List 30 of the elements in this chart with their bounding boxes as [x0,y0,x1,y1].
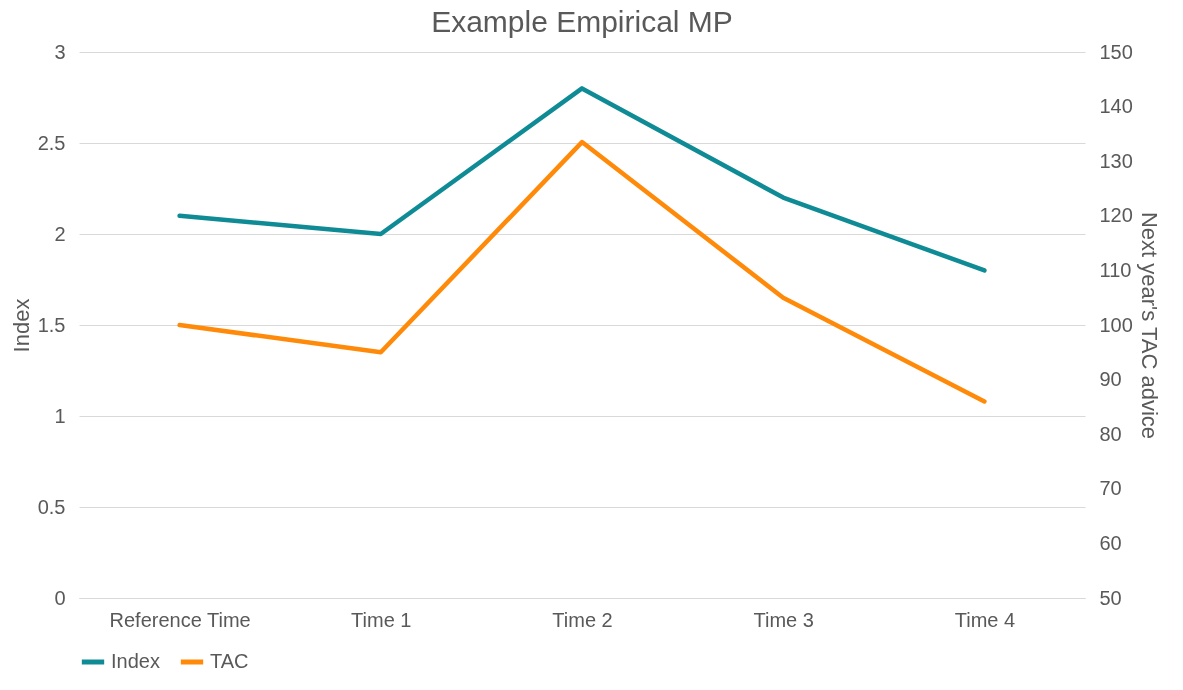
y2-tick-label: 130 [1099,149,1133,172]
y2-tick-label: 100 [1099,313,1133,336]
line-series [177,139,987,404]
y2-axis-title: Next year's TAC advice [1136,211,1162,440]
legend-label: Index [111,650,160,672]
y2-tick-label: 110 [1099,258,1132,281]
x-tick-label: Time 4 [954,608,1016,631]
y2-tick-label: 60 [1099,531,1122,554]
y2-tick-label: 70 [1099,477,1122,500]
y2-tick-label: 80 [1099,422,1122,445]
y-tick-label: 1.5 [37,313,66,336]
y-axis-title: Index [8,298,34,353]
y-tick-label: 0.5 [37,495,66,518]
line-series [177,86,987,273]
y2-tick-label: 120 [1099,204,1133,227]
x-tick-label: Time 1 [351,608,412,631]
legend-label: TAC [210,650,249,672]
y-tick-label: 2 [54,222,66,245]
x-tick-label: Time 3 [753,608,814,631]
y2-tick-label: 150 [1099,40,1133,63]
y-tick-label: 2.5 [37,131,66,154]
y2-tick-label: 50 [1099,586,1122,609]
y-tick-label: 0 [54,586,66,609]
y2-tick-label: 90 [1099,368,1122,391]
x-tick-label: Time 2 [552,608,613,631]
y-tick-label: 1 [54,404,66,427]
y-tick-label: 3 [54,40,66,63]
x-tick-label: Reference Time [109,608,251,631]
y2-tick-label: 140 [1099,95,1133,118]
chart-title: Example Empirical MP [431,5,733,38]
